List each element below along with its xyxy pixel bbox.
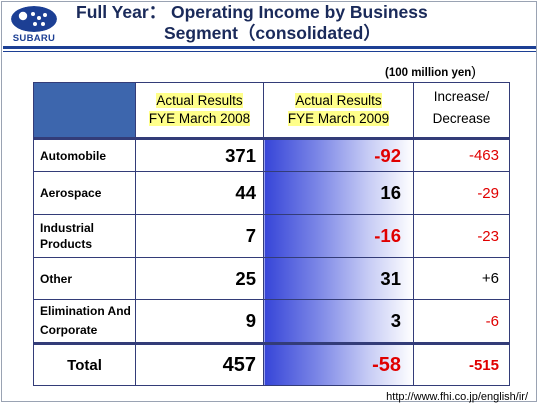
value-fy2008: 9 (135, 299, 264, 344)
header-fy2009: Actual Results FYE March 2009 (263, 82, 414, 140)
table-row: Other 25 31 +6 (33, 257, 510, 300)
footer-url-link[interactable]: http://www.fhi.co.jp/english/ir/ (386, 391, 528, 403)
value-fy2008: 371 (135, 138, 264, 172)
value-fy2009: -92 (263, 138, 414, 172)
value-change: -29 (413, 171, 510, 215)
title-line-2: Segment（consolidated） (164, 23, 381, 43)
value-fy2008: 7 (135, 214, 264, 258)
value-change: -463 (413, 138, 510, 172)
total-fy2008: 457 (135, 342, 264, 386)
value-change: -6 (413, 299, 510, 344)
unit-label: (100 million yen) (385, 63, 476, 79)
value-change: -23 (413, 214, 510, 258)
total-fy2009: -58 (263, 342, 414, 386)
value-fy2008: 25 (135, 257, 264, 300)
title-line-1: Full Year： Operating Income by Business (76, 2, 428, 22)
row-label: Industrial Products (33, 214, 136, 258)
value-fy2009: 16 (263, 171, 414, 215)
row-label: Automobile (33, 138, 136, 172)
header-rule-thick (3, 46, 536, 49)
logo-wordmark: SUBARU (12, 33, 56, 44)
row-label: Elimination And Corporate (33, 299, 136, 344)
table-row: Aerospace 44 16 -29 (33, 171, 510, 215)
value-fy2009: 31 (263, 257, 414, 300)
header-change: Increase/Decrease (413, 82, 510, 140)
value-fy2009: -16 (263, 214, 414, 258)
operating-income-table: Actual Results FYE March 2008 Actual Resu… (33, 82, 510, 386)
table-row: Elimination And Corporate 9 3 -6 (33, 299, 510, 344)
header-rule-thin (3, 51, 536, 52)
table-row: Industrial Products 7 -16 -23 (33, 214, 510, 258)
value-fy2009: 3 (263, 299, 414, 344)
row-label: Aerospace (33, 171, 136, 215)
value-fy2008: 44 (135, 171, 264, 215)
page-title: Full Year： Operating Income by Business … (76, 2, 428, 44)
header-fy2008: Actual Results FYE March 2008 (135, 82, 264, 140)
header-corner-cell (33, 82, 136, 140)
table-header-row: Actual Results FYE March 2008 Actual Resu… (33, 82, 510, 140)
table-row: Automobile 371 -92 -463 (33, 138, 510, 172)
pleiades-star-icon (11, 6, 57, 32)
row-label: Other (33, 257, 136, 300)
total-label: Total (33, 342, 136, 386)
value-change: +6 (413, 257, 510, 300)
subaru-logo: SUBARU (6, 6, 62, 46)
total-change: -515 (413, 342, 510, 386)
table-total-row: Total 457 -58 -515 (33, 342, 510, 386)
